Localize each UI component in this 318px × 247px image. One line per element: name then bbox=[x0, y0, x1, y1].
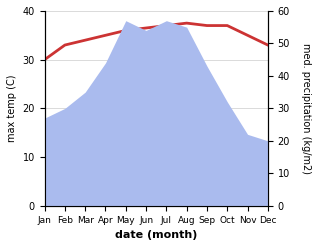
Y-axis label: med. precipitation (kg/m2): med. precipitation (kg/m2) bbox=[301, 43, 311, 174]
Y-axis label: max temp (C): max temp (C) bbox=[7, 75, 17, 142]
X-axis label: date (month): date (month) bbox=[115, 230, 197, 240]
